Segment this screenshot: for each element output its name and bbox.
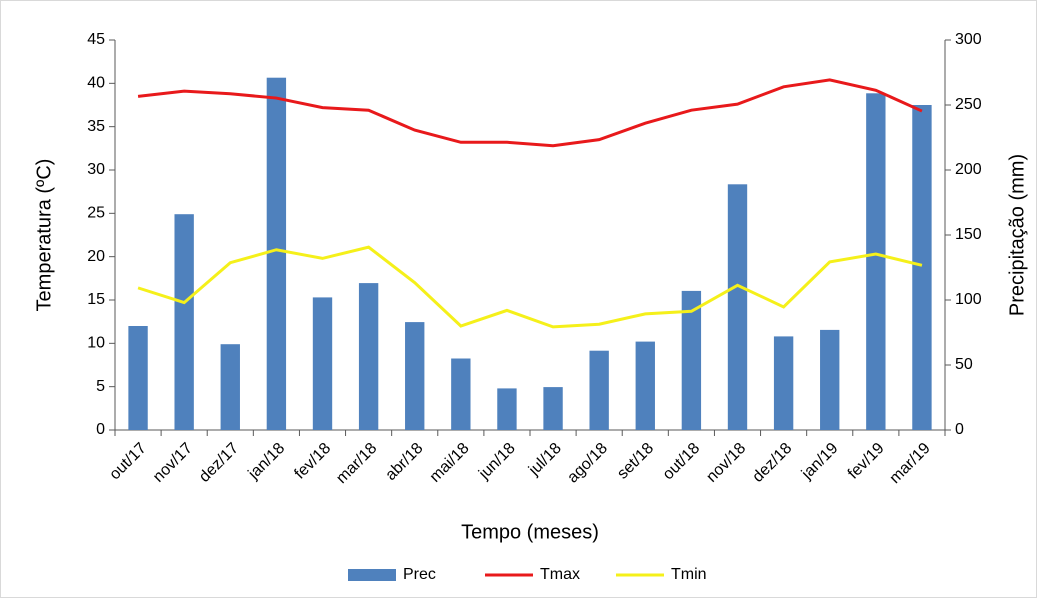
y2-axis-title: Precipitação (mm) — [1006, 154, 1028, 316]
y2-tick-label: 300 — [955, 31, 982, 48]
bar — [681, 290, 702, 430]
bar — [358, 283, 379, 430]
bar — [589, 350, 609, 430]
y-tick-label: 5 — [96, 378, 105, 395]
bar — [220, 344, 240, 430]
line — [137, 245, 923, 329]
bar — [866, 93, 886, 431]
y-tick-label: 30 — [87, 161, 105, 178]
bar — [543, 387, 563, 430]
legend-label: Tmin — [671, 566, 707, 583]
bar — [727, 184, 748, 430]
bar — [174, 214, 194, 430]
y-tick-label: 40 — [87, 75, 105, 92]
y2-tick-label: 250 — [955, 96, 982, 113]
y2-tick-label: 150 — [955, 226, 982, 243]
y-tick-label: 10 — [87, 335, 105, 352]
bar — [405, 322, 425, 430]
bar — [451, 358, 471, 430]
y2-tick-label: 100 — [955, 291, 982, 308]
y-tick-label: 35 — [87, 118, 105, 135]
y2-tick-label: 200 — [955, 161, 982, 178]
y-tick-label: 20 — [87, 248, 105, 265]
bar — [635, 341, 655, 430]
y-axis-title: Temperatura (ºC) — [33, 159, 55, 312]
legend-label: Tmax — [540, 566, 580, 583]
y-tick-label: 15 — [87, 291, 105, 308]
x-axis-title: Tempo (meses) — [461, 521, 599, 543]
bar — [773, 336, 794, 430]
y2-tick-label: 0 — [955, 421, 964, 438]
bar — [312, 297, 333, 430]
line — [137, 78, 923, 148]
legend-swatch — [348, 569, 396, 581]
bar — [266, 77, 287, 430]
bar — [820, 329, 840, 430]
legend-label: Prec — [403, 566, 436, 583]
bar — [497, 388, 517, 430]
y-tick-label: 0 — [96, 421, 105, 438]
y2-tick-label: 50 — [955, 356, 973, 373]
bar — [912, 105, 932, 430]
y-tick-label: 45 — [87, 31, 105, 48]
bar — [128, 326, 148, 430]
y-tick-label: 25 — [87, 205, 105, 222]
